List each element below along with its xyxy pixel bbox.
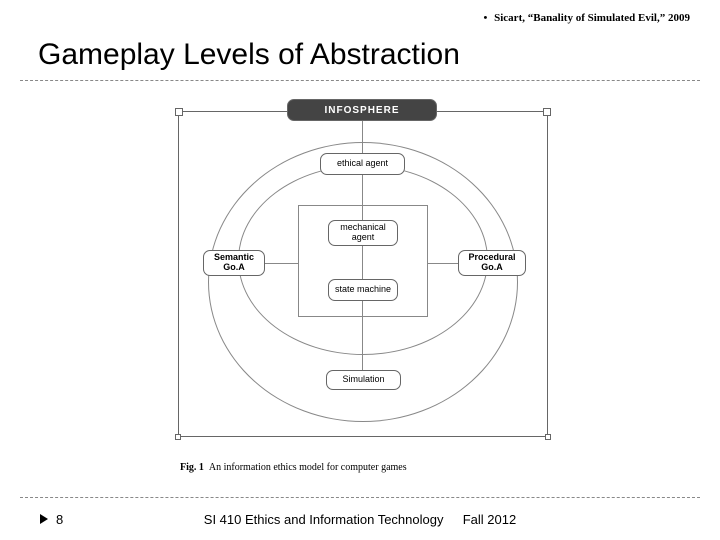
node-simulation: Simulation [326,370,401,390]
page-title: Gameplay Levels of Abstraction [38,38,460,72]
divider-bottom [20,497,700,498]
caption-text: An information ethics model for computer… [209,462,407,473]
node-ethical-agent: ethical agent [320,153,405,175]
bullet-icon: • [484,12,488,24]
connector [362,175,363,220]
connector [362,121,363,153]
connector [265,263,298,264]
node-procedural: Procedural Go.A [458,250,526,276]
connector [428,263,458,264]
connector [362,246,363,279]
footer: SI 410 Ethics and Information Technology… [0,512,720,527]
node-semantic: Semantic Go.A [203,250,265,276]
citation-text: Sicart, “Banality of Simulated Evil,” 20… [494,12,690,24]
connector [362,301,363,370]
diagram: INFOSPHERE ethical agent mechanical agen… [168,95,558,475]
footer-course: SI 410 Ethics and Information Technology [204,512,444,527]
figure-caption: Fig. 1 An information ethics model for c… [180,462,407,473]
caption-prefix: Fig. 1 [180,462,204,473]
footer-term: Fall 2012 [463,512,516,527]
citation: • Sicart, “Banality of Simulated Evil,” … [484,12,690,24]
node-state-machine: state machine [328,279,398,301]
divider-top [20,80,700,81]
node-infosphere: INFOSPHERE [287,99,437,121]
node-mechanical-agent: mechanical agent [328,220,398,246]
